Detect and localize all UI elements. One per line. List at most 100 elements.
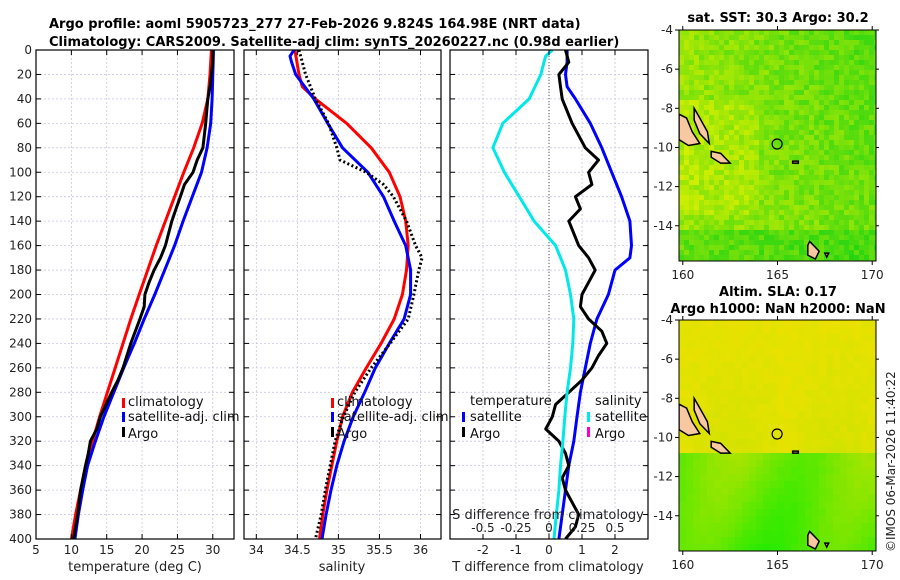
map-cell: [854, 175, 860, 181]
map-cell: [874, 40, 876, 46]
map-cell: [798, 481, 806, 489]
map-cell: [689, 200, 695, 206]
map-cell: [859, 50, 865, 56]
map-cell: [868, 523, 876, 531]
map-cell: [777, 467, 785, 475]
map-cell: [774, 110, 780, 116]
map-cell: [868, 404, 876, 412]
map-cell: [804, 130, 810, 136]
map-cell: [693, 362, 701, 370]
map-cell: [734, 225, 740, 231]
map-cell: [728, 376, 736, 384]
map-cell: [844, 210, 850, 216]
map-cell: [729, 95, 735, 101]
map-cell: [754, 35, 760, 41]
map-cell: [809, 200, 815, 206]
map-cell: [826, 355, 834, 363]
map-cell: [684, 95, 690, 101]
credit-text: ©IMOS 06-Mar-2026 11:40:22: [884, 371, 898, 552]
map-cell: [833, 502, 841, 510]
map-cell: [707, 516, 715, 524]
map-cell: [724, 165, 730, 171]
map-cell: [791, 376, 799, 384]
map-cell: [759, 190, 765, 196]
map-cell: [729, 255, 735, 261]
map-cell: [744, 30, 750, 36]
map-cell: [824, 75, 830, 81]
map-cell: [754, 180, 760, 186]
map-cell: [833, 320, 841, 328]
map-cell: [809, 30, 815, 36]
map-cell: [707, 404, 715, 412]
map-cell: [739, 90, 745, 96]
map-cell: [784, 250, 790, 256]
map-cell: [689, 185, 695, 191]
map-cell: [764, 235, 770, 241]
map-cell: [789, 105, 795, 111]
map-cell: [744, 185, 750, 191]
map-cell: [700, 362, 708, 370]
map-cell: [819, 467, 827, 475]
map-cell: [749, 45, 755, 51]
map-cell: [819, 230, 825, 236]
legend-label-climatology: climatology: [128, 395, 204, 410]
map-cell: [812, 411, 820, 419]
map-cell: [824, 205, 830, 211]
map-cell: [819, 145, 825, 151]
map-cell: [700, 404, 708, 412]
map-cell: [735, 383, 743, 391]
map-cell: [864, 135, 870, 141]
map-cell: [763, 544, 771, 551]
map-cell: [839, 190, 845, 196]
map-cell: [689, 230, 695, 236]
map-cell: [764, 30, 770, 36]
map-cell: [814, 80, 820, 86]
map-cell: [709, 170, 715, 176]
map-cell: [833, 509, 841, 517]
map-cell: [814, 160, 820, 166]
map-cell: [744, 205, 750, 211]
map-cell: [719, 35, 725, 41]
map-cell: [707, 369, 715, 377]
map-cell: [754, 115, 760, 121]
map-cell: [869, 210, 875, 216]
map-cell: [791, 355, 799, 363]
map-cell: [735, 369, 743, 377]
map-cell: [679, 35, 685, 41]
figure-title-line2: Climatology: CARS2009. Satellite-adj cli…: [49, 35, 619, 50]
map-cell: [759, 215, 765, 221]
y-tick-label: 0: [24, 43, 32, 57]
map-cell: [789, 30, 795, 36]
map-cell: [756, 341, 764, 349]
map-cell: [798, 425, 806, 433]
map-cell: [829, 175, 835, 181]
map-cell: [789, 45, 795, 51]
map-cell: [774, 240, 780, 246]
map-cell: [784, 205, 790, 211]
map-cell: [721, 411, 729, 419]
map-cell: [679, 481, 687, 489]
map-cell: [759, 225, 765, 231]
map-cell: [700, 348, 708, 356]
map-cell: [714, 467, 722, 475]
map-cell: [734, 135, 740, 141]
map-cell: [764, 210, 770, 216]
map-cell: [814, 115, 820, 121]
map-cell: [849, 160, 855, 166]
map-cell: [739, 35, 745, 41]
map-cell: [770, 509, 778, 517]
map-cell: [814, 205, 820, 211]
map-cell: [847, 383, 855, 391]
map-cell: [699, 175, 705, 181]
map-cell: [777, 341, 785, 349]
map-cell: [700, 341, 708, 349]
map-cell: [679, 165, 685, 171]
map-cell: [789, 255, 795, 261]
map-cell: [749, 75, 755, 81]
map-cell: [794, 195, 800, 201]
map-cell: [826, 523, 834, 531]
map-cell: [724, 150, 730, 156]
map-cell: [721, 362, 729, 370]
map-cell: [749, 135, 755, 141]
map-cell: [769, 190, 775, 196]
